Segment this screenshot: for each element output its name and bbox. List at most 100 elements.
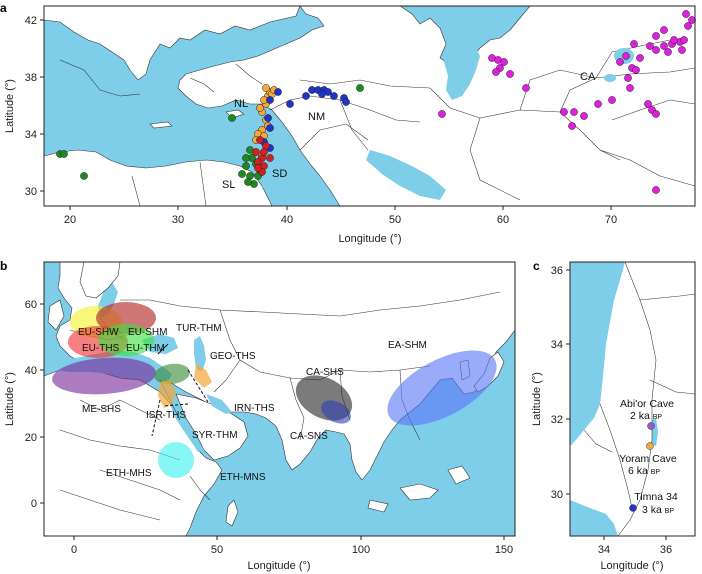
site-marker-ca (608, 96, 616, 104)
region-label-nl: NL (234, 98, 248, 110)
panel-a: a NL NM (0, 1, 696, 245)
zone-label-eth-mns: ETH-MNS (220, 472, 266, 483)
panel-b-ytick-label: 60 (25, 299, 37, 311)
panel-a-ytick-label: 34 (25, 129, 37, 141)
panel-c-borders (583, 261, 696, 537)
site-age-value: 6 ka (628, 465, 648, 477)
panel-c-xtick-label: 36 (660, 544, 672, 556)
zone-label-me-shs: ME-SHS (82, 404, 121, 415)
panel-a-xtick-label: 70 (605, 214, 617, 226)
site-marker-sd (260, 148, 268, 156)
site-marker-ca (568, 122, 576, 130)
site-marker-sl (60, 150, 68, 158)
panel-a-ylabel: Latitude (°) (4, 79, 16, 133)
panel-a-ytick-label: 30 (25, 186, 37, 198)
panel-a-ytick-label: 38 (25, 72, 37, 84)
panel-b-ytick-label: 0 (31, 498, 37, 510)
panel-b-scandinavia (79, 261, 121, 299)
panel-b-britain (47, 299, 65, 331)
site-marker-ca (646, 42, 654, 50)
zone-isr-ths (158, 364, 212, 408)
panel-b-leader-line (157, 343, 169, 355)
panel-a-map (43, 5, 696, 207)
region-label-sd: SD (272, 168, 287, 180)
site-marker-ca (688, 16, 696, 24)
region-label-sl: SL (222, 179, 235, 191)
panel-b-redsea (170, 404, 204, 452)
zone-eu-thm (98, 324, 154, 356)
site-marker-ca (680, 36, 688, 44)
site-marker-nm (266, 124, 274, 132)
site-marker-ca (622, 52, 630, 60)
panel-a-frame (43, 5, 696, 207)
zone-eu-shm (96, 302, 156, 334)
site-marker-ca (660, 42, 668, 50)
panel-b-dashed-arrow (163, 403, 189, 407)
panel-c: c Abi'or Cave 2 ka BP Yoram Cave 6 ka BP… (531, 259, 696, 572)
region-label-nm: NM (308, 111, 325, 123)
zone-ea-shm (387, 350, 497, 426)
panel-a-land-africa (43, 149, 273, 207)
panel-a-xlabel: Longitude (°) (338, 233, 401, 245)
site-marker-ca (594, 100, 602, 108)
panel-c-ytick-label: 36 (551, 265, 563, 277)
panel-c-xlabel: Longitude (°) (600, 560, 663, 572)
zone-label-geo-ths: GEO-THS (210, 351, 256, 362)
site-marker-nm (302, 92, 310, 100)
site-marker-ca (492, 68, 500, 76)
site-marker-nl (262, 84, 270, 92)
site-marker-ca (438, 110, 446, 118)
site-marker-ca (570, 108, 578, 116)
site-marker-ca (670, 36, 678, 44)
site-marker-sl (238, 170, 246, 178)
panel-c-redsea (570, 500, 618, 536)
panel-b-dashed-arrow (187, 369, 209, 403)
panel-b-ytick-label: 20 (25, 432, 37, 444)
site-age-unit: BP (665, 508, 675, 515)
zone-label-ca-sns: CA-SNS (290, 431, 328, 442)
panel-a-crete (149, 121, 173, 129)
panel-c-letter: c (533, 259, 540, 273)
panel-b-xtick-label: 100 (352, 544, 370, 556)
site-marker-sl (228, 114, 236, 122)
site-marker-ca (500, 58, 508, 66)
site-marker-sd (256, 136, 264, 144)
panel-b-zones (52, 302, 497, 478)
panel-a-xtick-label: 50 (389, 214, 401, 226)
panel-c-map (570, 261, 696, 537)
site-marker-ca (664, 48, 672, 56)
panel-a-lake (604, 74, 616, 82)
site-marker-ca (636, 54, 644, 62)
panel-a-xtick-label: 30 (172, 214, 184, 226)
site-marker-ca (660, 26, 668, 34)
zone-label-ca-shs: CA-SHS (306, 367, 344, 378)
zone-geo-ths (154, 363, 190, 385)
site-marker-sl (242, 162, 250, 170)
panel-a-xtick-label: 60 (497, 214, 509, 226)
panel-c-sites (629, 422, 655, 512)
site-marker-nm (330, 92, 338, 100)
zone-me-shs (52, 357, 156, 395)
panel-b-ylabel: Latitude (°) (4, 372, 16, 426)
site-name-yoram: Yoram Cave (619, 453, 677, 465)
panel-a-land-europe (43, 5, 301, 81)
site-marker-ca (652, 32, 660, 40)
panel-b-zone-labels: EU-SHW EU-SHM EU-THS EU-THM TUR-THM GEO-… (78, 323, 427, 483)
site-marker-nm (274, 88, 282, 96)
panel-b-sea-islands (367, 465, 471, 513)
panel-a-y-axis: 42 38 34 30 Latitude (°) (4, 15, 44, 198)
site-marker-ca (652, 46, 660, 54)
panel-b: b (0, 259, 516, 572)
zone-label-ea-shm: EA-SHM (388, 340, 427, 351)
panel-c-x-axis: 34 36 Longitude (°) (598, 536, 672, 572)
site-marker-ca (580, 112, 588, 120)
site-name-timna: Timna 34 (634, 491, 678, 503)
zone-label-tur-thm: TUR-THM (176, 323, 222, 334)
site-marker-sd (254, 164, 262, 172)
region-label-ca: CA (580, 71, 596, 83)
site-marker-sl (242, 154, 250, 162)
site-marker-nm (318, 90, 326, 98)
panel-c-ytick-label: 34 (551, 339, 563, 351)
site-marker-ca (560, 108, 568, 116)
panel-b-xlabel: Longitude (°) (247, 560, 310, 572)
